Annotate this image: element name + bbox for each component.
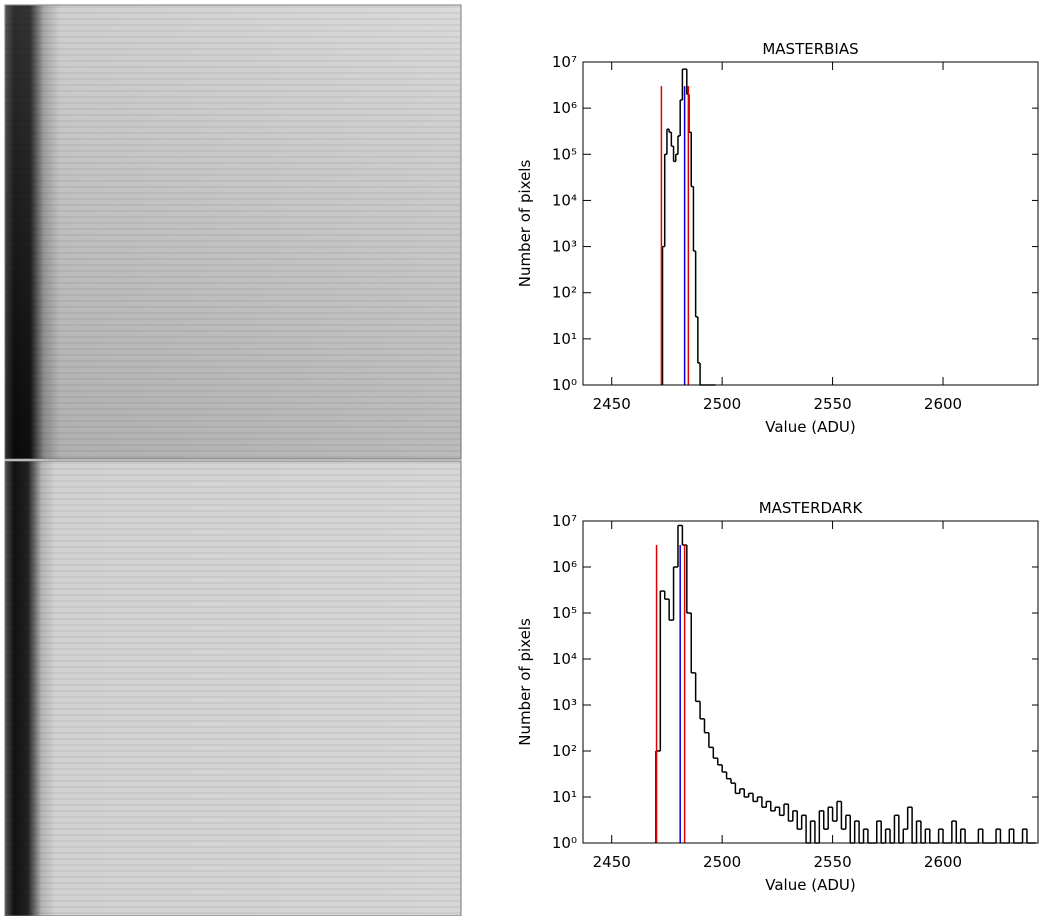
histogram-panel: MASTERBIAS Value (ADU) Number of pixels 245… — [516, 40, 1039, 436]
y-tick-label: 10⁷ — [552, 512, 577, 530]
y-tick-label: 10⁶ — [552, 99, 577, 117]
y-tick-label: 10⁷ — [552, 53, 577, 71]
chart-title: MASTERDARK — [759, 499, 864, 517]
image-panels — [4, 4, 462, 916]
y-axis-label: Number of pixels — [516, 160, 534, 288]
y-tick-label: 10³ — [552, 238, 577, 256]
plot-frame — [582, 61, 1039, 386]
y-tick-label: 10⁵ — [552, 145, 577, 163]
dark-image-rows — [5, 461, 461, 916]
y-tick-label: 10³ — [552, 696, 577, 714]
y-tick-label: 10² — [552, 742, 577, 760]
y-tick-label: 10⁰ — [552, 376, 577, 394]
x-tick-label: 2550 — [813, 853, 851, 871]
y-tick-label: 10⁶ — [552, 558, 577, 576]
x-tick-label: 2600 — [924, 853, 962, 871]
x-tick-label: 2500 — [703, 853, 741, 871]
x-tick-label: 2600 — [924, 395, 962, 413]
histogram-panel: MASTERDARK Value (ADU) Number of pixels 245… — [516, 499, 1039, 894]
x-tick-label: 2550 — [813, 395, 851, 413]
x-tick-label: 2450 — [593, 395, 631, 413]
y-tick-label: 10⁴ — [552, 191, 577, 209]
y-tick-label: 10¹ — [552, 330, 577, 348]
x-tick-label: 2450 — [593, 853, 631, 871]
plot-frame — [582, 520, 1039, 844]
y-tick-label: 10² — [552, 284, 577, 302]
bias-image-rows — [5, 5, 461, 459]
y-axis-label: Number of pixels — [516, 618, 534, 746]
chart-title: MASTERBIAS — [762, 40, 858, 58]
x-axis-label: Value (ADU) — [765, 876, 855, 894]
y-tick-label: 10¹ — [552, 788, 577, 806]
y-tick-label: 10⁵ — [552, 604, 577, 622]
x-tick-label: 2500 — [703, 395, 741, 413]
y-tick-label: 10⁰ — [552, 834, 577, 852]
x-axis-label: Value (ADU) — [765, 418, 855, 436]
y-tick-label: 10⁴ — [552, 650, 577, 668]
